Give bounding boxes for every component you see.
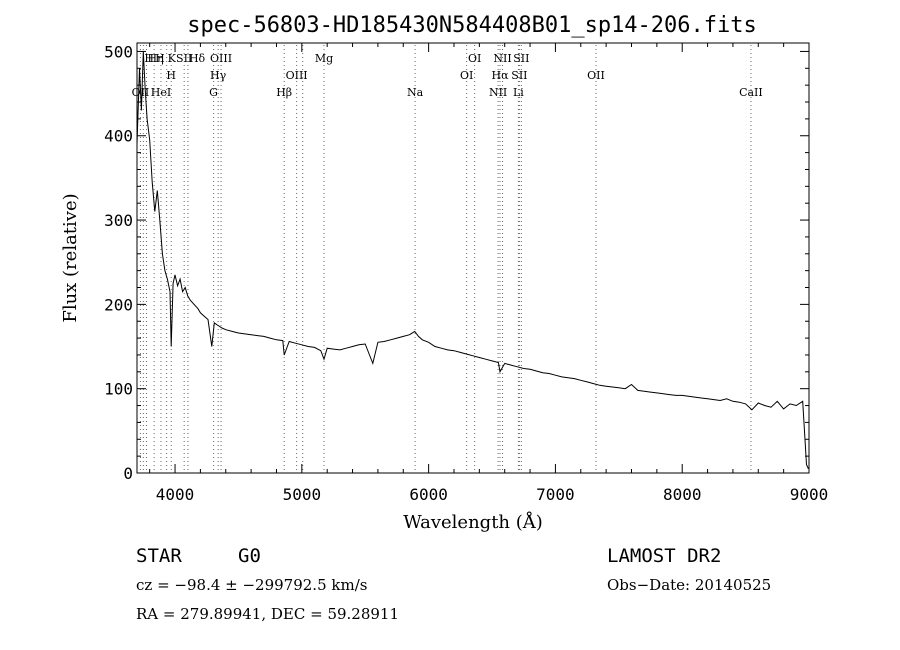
y-tick-label: 0: [123, 464, 133, 483]
y-tick-label: 500: [104, 42, 133, 61]
spectral-line-label: Hβ: [276, 86, 292, 99]
x-tick-label: 9000: [790, 485, 829, 504]
plot-frame: [136, 42, 810, 474]
spectral-line-label: H: [144, 52, 154, 65]
spectral-line-label: SII: [511, 69, 527, 82]
chart-title: spec-56803-HD185430N584408B01_sp14-206.f…: [187, 13, 757, 38]
spectrum-line: [136, 51, 809, 470]
line-labels-group: OIIHHηHHeIKHSIIHδGHγOIIIHβOIIIMgNaOIOINI…: [132, 52, 763, 99]
spectral-line-label: Hη: [148, 52, 164, 65]
spectral-line-label: HeI: [151, 86, 171, 99]
spectral-line-label: K: [168, 52, 177, 65]
x-axis-label: Wavelength (Å): [403, 511, 543, 533]
x-tick-label: 5000: [283, 485, 322, 504]
x-tick-label: 4000: [156, 485, 195, 504]
spectral-line-label: Hγ: [210, 69, 227, 82]
spectral-line-label: G: [209, 86, 218, 99]
y-axis-ticks: 0 100 200 300 400 500: [104, 42, 809, 483]
x-tick-label: 7000: [536, 485, 575, 504]
spectral-line-label: OI: [468, 52, 481, 65]
y-tick-label: 200: [104, 295, 133, 314]
spectral-line-label: Li: [513, 86, 524, 99]
y-axis-label: Flux (relative): [60, 193, 81, 322]
spectral-line-label: Na: [407, 86, 424, 99]
redshift-info: cz = −98.4 ± −299792.5 km/s: [136, 576, 367, 594]
y-tick-label: 400: [104, 127, 133, 146]
spectral-line-label: NII: [493, 52, 511, 65]
spectral-line-label: Hδ: [189, 52, 206, 65]
x-tick-label: 6000: [409, 485, 448, 504]
spectral-line-label: OIII: [286, 69, 308, 82]
spectral-line-label: Mg: [315, 52, 333, 65]
spectral-line-label: H: [166, 69, 176, 82]
object-class: STAR: [136, 545, 182, 567]
spectral-line-label: SII: [513, 52, 529, 65]
x-tick-label: 8000: [663, 485, 702, 504]
spectral-line-label: CaII: [739, 86, 763, 99]
obs-date: Obs−Date: 20140525: [607, 576, 771, 594]
spectral-line-label: OII: [587, 69, 605, 82]
object-subclass: G0: [238, 545, 261, 567]
survey-name: LAMOST DR2: [607, 545, 721, 567]
y-tick-label: 100: [104, 380, 133, 399]
spectral-line-label: OIII: [210, 52, 232, 65]
spectral-line-label: SII: [176, 52, 192, 65]
spectral-line-label: OI: [460, 69, 473, 82]
coordinates: RA = 279.89941, DEC = 59.28911: [136, 605, 399, 623]
spectral-line-label: H: [155, 52, 165, 65]
y-tick-label: 300: [104, 211, 133, 230]
spectral-line-label: Hα: [491, 69, 509, 82]
x-axis-ticks: 4000 5000 6000 7000 8000 9000: [149, 43, 829, 504]
line-markers-group: [139, 45, 752, 471]
spectral-line-label: NII: [489, 86, 507, 99]
